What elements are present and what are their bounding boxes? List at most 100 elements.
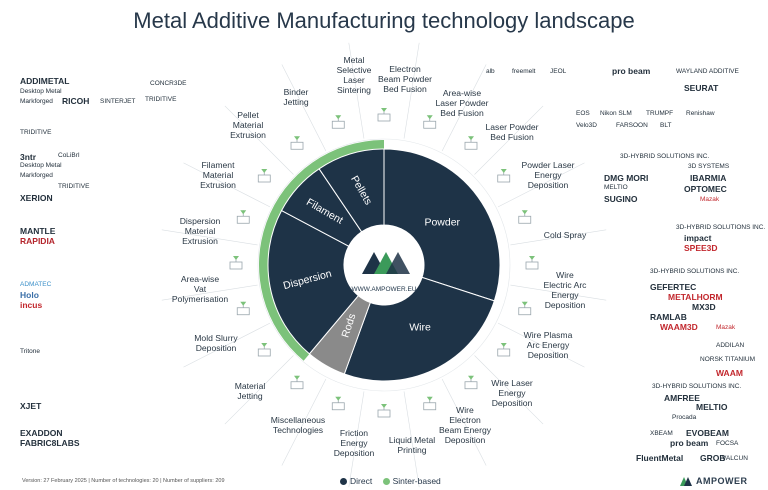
separator-ray <box>281 378 327 466</box>
machine-icon <box>518 301 532 316</box>
machine-icon <box>518 210 532 224</box>
sinter-based-ring <box>259 140 384 361</box>
brand-logo: AMPOWER <box>680 476 748 487</box>
machine-icon <box>229 256 243 270</box>
logo-pro-beam: pro beam <box>612 66 651 76</box>
logo-ricoh: RICOH <box>62 96 90 106</box>
separator-ray <box>403 391 420 488</box>
logo-colibri: CoLiBrI <box>58 152 80 159</box>
page-title: Metal Additive Manufacturing technology … <box>133 8 635 33</box>
logo-mx3d: MX3D <box>692 302 716 312</box>
logo-ibarmia: IBARMIA <box>690 173 727 183</box>
separator-ray <box>161 229 258 246</box>
logo-desktop-metal: Desktop Metal <box>20 88 62 95</box>
machine-icon <box>497 169 511 183</box>
machine-icon <box>377 108 391 122</box>
separator-ray <box>224 105 294 175</box>
sinter-ring <box>257 138 511 392</box>
logo-mazak-2: Mazak <box>716 324 736 331</box>
logo-xjet: XJET <box>20 401 42 411</box>
machine-icon <box>525 256 539 270</box>
logo-spee3d: SPEE3D <box>684 243 718 253</box>
logo-exaddon: EXADDON <box>20 428 63 438</box>
logo-meltio-2: MELTIO <box>696 402 728 412</box>
logo-nikon-slm: Nikon SLM <box>600 110 632 117</box>
logo-pro-beam-2: pro beam <box>670 438 709 448</box>
logo-amfree: AMFREE <box>664 393 700 403</box>
logo-meltio: MELTIO <box>604 184 628 191</box>
logo-xerion: XERION <box>20 193 53 203</box>
logo-3d-hybrid-waam: 3D-HYBRID SOLUTIONS INC. <box>650 268 740 275</box>
center-hub: WWW.AMPOWER.EU <box>344 225 424 305</box>
segment-label-powder: Powder <box>424 217 460 229</box>
brand-name: AMPOWER <box>696 476 748 486</box>
logo-markforged-2: Markforged <box>20 172 53 179</box>
separator-ray <box>183 322 271 368</box>
feedstock-wheel <box>267 148 501 382</box>
separator-ray <box>441 378 487 466</box>
logo-xbeam: XBEAM <box>650 430 673 437</box>
tech-label: Area-wise Vat Polymerisation <box>172 274 229 304</box>
logo-addimetal: ADDIMETAL <box>20 76 70 86</box>
logo-admatec: ADMATEC <box>20 281 52 288</box>
tech-label: Pellet Material Extrusion <box>230 110 266 140</box>
tech-label: Metal Selective Laser Sintering <box>337 55 372 95</box>
version-note: Version: 27 February 2025 | Number of te… <box>22 478 225 484</box>
logo-eos: EOS <box>576 110 590 117</box>
ampower-logo-icon <box>362 252 410 274</box>
logo-triditive: TRIDITIVE <box>145 96 177 103</box>
separator-ray <box>510 284 607 301</box>
legend-direct-label: Direct <box>350 476 373 486</box>
machine-icons <box>229 108 539 418</box>
tech-label: Powder Laser Energy Deposition <box>521 160 574 190</box>
logo-impact: impact <box>684 233 712 243</box>
separator-ray <box>161 284 258 301</box>
tech-label: Cold Spray <box>544 230 587 240</box>
logo-procada: Procada <box>672 414 697 421</box>
machine-icon <box>497 342 511 357</box>
tech-label: Wire Electron Beam Energy Deposition <box>439 405 492 445</box>
tech-label: Area-wise Laser Powder Bed Fusion <box>435 88 488 118</box>
logo-mazak: Mazak <box>700 196 720 203</box>
logo-sugino: SUGINO <box>604 194 638 204</box>
logo-3ntr: 3ntr <box>20 152 37 162</box>
tech-label: Filament Material Extrusion <box>200 160 236 190</box>
tech-label: Wire Laser Energy Deposition <box>491 378 533 408</box>
machine-icon <box>290 375 304 390</box>
separator-ray <box>183 162 271 208</box>
center-url: WWW.AMPOWER.EU <box>352 286 417 293</box>
logo-optomec: OPTOMEC <box>684 184 727 194</box>
logo-wayland: WAYLAND ADDITIVE <box>676 68 739 75</box>
logo-3d-hybrid-cs: 3D-HYBRID SOLUTIONS INC. <box>676 224 766 231</box>
logo-desktop-metal-2: Desktop Metal <box>20 162 62 169</box>
logo-holo: Holo <box>20 290 39 300</box>
logo-markforged: Markforged <box>20 98 53 105</box>
machine-icon <box>257 342 271 357</box>
logo-fluentmetal: FluentMetal <box>636 453 684 463</box>
tech-label: Mold Slurry Deposition <box>194 333 238 353</box>
logo-evobeam: EVOBEAM <box>686 428 729 438</box>
logo-3d-hybrid: 3D-HYBRID SOLUTIONS INC. <box>620 153 710 160</box>
logo-concr3de: CONCR3DE <box>150 80 187 87</box>
separator-ray <box>224 355 294 425</box>
logo-farsoon: FARSOON <box>616 122 648 129</box>
machine-icon <box>290 136 304 150</box>
tech-label: Dispersion Material Extrusion <box>180 216 221 246</box>
logo-freemelt: freemelt <box>512 68 536 75</box>
machine-icon <box>331 396 345 411</box>
logo-gefertec: GEFERTEC <box>650 282 697 292</box>
logo-addilan: ADDILAN <box>716 342 745 349</box>
logo-rapidia: RAPIDIA <box>20 236 55 246</box>
machine-icon <box>236 301 250 316</box>
separator-ray <box>497 162 585 208</box>
logo-incus: incus <box>20 300 43 310</box>
separator-ray <box>403 42 420 139</box>
logo-metalhorm: METALHORM <box>668 292 723 302</box>
machine-icon <box>464 375 478 390</box>
logo-dmg-mori: DMG MORI <box>604 173 649 183</box>
ampower-icon <box>680 477 692 487</box>
tech-label: Wire Plasma Arc Energy Deposition <box>524 330 573 360</box>
logo-3d-systems: 3D SYSTEMS <box>688 163 730 170</box>
logo-alb: alb <box>486 68 495 75</box>
machine-icon <box>423 396 437 411</box>
